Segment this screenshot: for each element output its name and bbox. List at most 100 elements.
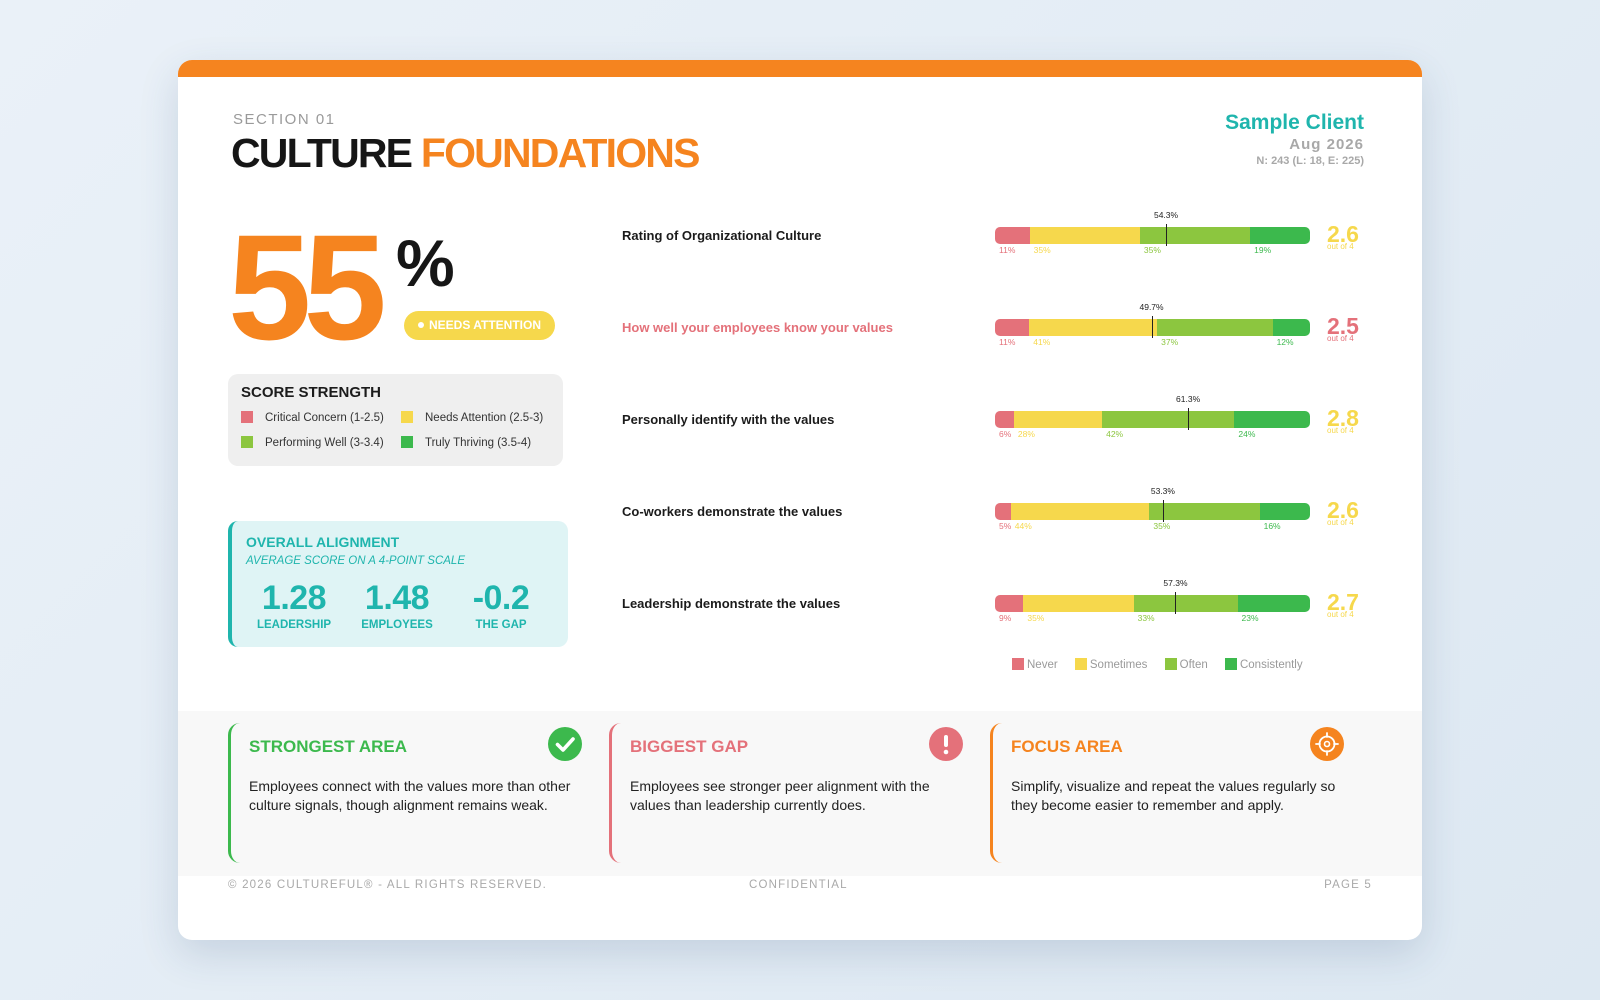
accent-bar xyxy=(178,60,1422,77)
bar-segment-never xyxy=(995,227,1030,244)
question-label: Co-workers demonstrate the values xyxy=(622,504,843,519)
segment-value-label: 42% xyxy=(1106,429,1124,439)
panel-title: FOCUS AREA xyxy=(1011,737,1123,756)
row-score: 2.6 xyxy=(1327,497,1359,523)
overall-alignment-card: OVERALL ALIGNMENT AVERAGE SCORE ON A 4-P… xyxy=(228,521,568,647)
check-circle-icon xyxy=(548,727,582,761)
bar-segment-never xyxy=(995,319,1030,336)
score-marker-label: 61.3% xyxy=(1176,394,1201,404)
panel-text: Employees connect with the values more t… xyxy=(249,778,571,813)
row-score-scale: out of 4 xyxy=(1327,426,1354,435)
chart-legend-swatch xyxy=(1074,658,1087,670)
score-marker xyxy=(1175,592,1177,614)
insights-section: STRONGEST AREA Employees connect with th… xyxy=(178,711,1422,876)
panel-title: BIGGEST GAP xyxy=(630,737,749,756)
segment-value-label: 35% xyxy=(1153,521,1171,531)
bar-segment-often xyxy=(1133,595,1238,612)
bar-segment-sometimes xyxy=(1029,319,1158,336)
segment-value-label: 5% xyxy=(999,521,1012,531)
panel-text: Simplify, visualize and repeat the value… xyxy=(1011,778,1336,813)
chart-legend-label: Never xyxy=(1027,659,1058,671)
stacked-bar xyxy=(995,503,1310,520)
legend-thriving: Truly Thriving (3.5-4) xyxy=(401,436,531,449)
row-score-scale: out of 4 xyxy=(1327,518,1354,527)
alert-circle-icon xyxy=(929,727,963,761)
status-badge: NEEDS ATTENTION xyxy=(404,311,556,340)
chart-legend-swatch xyxy=(1012,658,1024,670)
question-label: Leadership demonstrate the values xyxy=(622,596,841,611)
legend-swatch-attention xyxy=(401,411,413,423)
bar-segment-consistently xyxy=(1259,503,1310,520)
score-marker xyxy=(1188,408,1190,430)
chart-legend-consistently: Consistently xyxy=(1224,658,1303,671)
segment-value-label: 41% xyxy=(1033,337,1051,347)
stat-leadership: 1.28 LEADERSHIP xyxy=(239,579,349,631)
alignment-title: OVERALL ALIGNMENT xyxy=(246,534,400,550)
bar-segment-consistently xyxy=(1237,595,1310,612)
chart-legend: Never Sometimes Often Consistently xyxy=(1012,658,1317,671)
row-score-scale: out of 4 xyxy=(1327,242,1354,251)
chart-legend-swatch xyxy=(1164,658,1177,670)
chart-legend-sometimes: Sometimes xyxy=(1074,658,1148,671)
bar-segment-often xyxy=(1139,227,1251,244)
page-title: CULTURE FOUNDATIONS xyxy=(231,130,701,176)
legend-label-attention: Needs Attention (2.5-3) xyxy=(425,412,544,424)
legend-performing: Performing Well (3-3.4) xyxy=(241,436,384,449)
segment-value-label: 19% xyxy=(1254,245,1272,255)
legend-label-performing: Performing Well (3-3.4) xyxy=(265,437,384,449)
legend-label-critical: Critical Concern (1-2.5) xyxy=(265,412,384,424)
segment-value-label: 37% xyxy=(1161,337,1179,347)
stacked-bar xyxy=(995,319,1310,336)
bar-segment-often xyxy=(1102,411,1235,428)
chart-legend-often: Often xyxy=(1164,658,1208,671)
report-card: SECTION 01 CULTURE FOUNDATIONS Sample Cl… xyxy=(178,60,1422,940)
stacked-bar xyxy=(995,595,1310,612)
stat-gap: -0.2 THE GAP xyxy=(446,579,556,631)
stacked-bar xyxy=(995,227,1310,244)
bar-segment-consistently xyxy=(1250,227,1310,244)
footer-page-number: PAGE 5 xyxy=(1324,879,1372,891)
score-marker-label: 49.7% xyxy=(1139,302,1164,312)
stat-employees: 1.48 EMPLOYEES xyxy=(342,579,452,631)
bar-segment-sometimes xyxy=(1010,503,1150,520)
row-score: 2.7 xyxy=(1327,589,1359,615)
segment-value-label: 35% xyxy=(1027,613,1045,623)
report-date: Aug 2026 xyxy=(1289,136,1364,153)
sample-size: N: 243 (L: 18, E: 225) xyxy=(1256,155,1364,167)
status-badge-label: NEEDS ATTENTION xyxy=(429,318,542,332)
score-marker-label: 57.3% xyxy=(1163,578,1188,588)
score-marker-label: 54.3% xyxy=(1153,210,1179,220)
row-score-scale: out of 4 xyxy=(1327,334,1354,343)
stat-label: LEADERSHIP xyxy=(256,619,332,631)
legend-label-thriving: Truly Thriving (3.5-4) xyxy=(425,437,532,449)
client-info: Sample Client Aug 2026 N: 243 (L: 18, E:… xyxy=(1225,110,1364,169)
row-score: 2.5 xyxy=(1327,313,1359,339)
overall-score: 55 xyxy=(228,203,387,371)
bar-segment-sometimes xyxy=(1029,227,1140,244)
segment-value-label: 16% xyxy=(1263,521,1281,531)
question-label: Rating of Organizational Culture xyxy=(622,228,822,243)
chart-legend-label: Consistently xyxy=(1239,659,1303,671)
segment-value-label: 11% xyxy=(999,245,1016,255)
bar-segment-never xyxy=(995,411,1014,428)
legend-critical: Critical Concern (1-2.5) xyxy=(241,411,384,424)
bar-segment-often xyxy=(1157,319,1273,336)
row-score: 2.8 xyxy=(1327,405,1359,431)
legend-swatch-thriving xyxy=(401,436,413,448)
score-strength-title: SCORE STRENGTH xyxy=(241,384,382,401)
score-marker xyxy=(1151,316,1153,338)
alignment-subtitle: AVERAGE SCORE ON A 4-POINT SCALE xyxy=(246,555,465,567)
bar-segment-sometimes xyxy=(1023,595,1134,612)
stat-label: EMPLOYEES xyxy=(361,619,433,631)
panel-text: Employees see stronger peer alignment wi… xyxy=(630,778,930,813)
segment-value-label: 35% xyxy=(1143,245,1161,255)
title-part-2: FOUNDATIONS xyxy=(420,130,701,176)
bar-segment-consistently xyxy=(1272,319,1310,336)
target-icon xyxy=(1310,727,1344,761)
question-label: How well your employees know your values xyxy=(622,320,893,335)
footer-copyright: © 2026 CULTUREFUL® - ALL RIGHTS RESERVED… xyxy=(228,879,548,891)
chart-legend-label: Sometimes xyxy=(1089,659,1148,671)
chart-legend-never: Never xyxy=(1012,658,1058,671)
segment-value-label: 33% xyxy=(1137,613,1155,623)
bar-segment-never xyxy=(995,503,1011,520)
